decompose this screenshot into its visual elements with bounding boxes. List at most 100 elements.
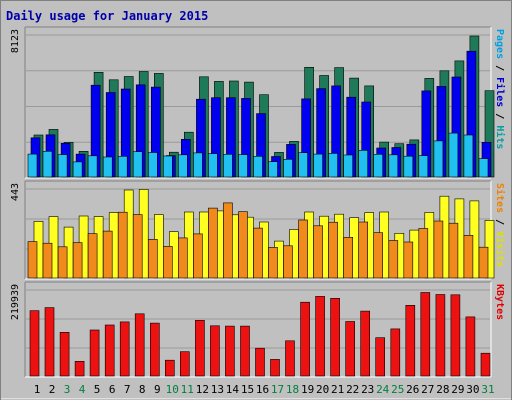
bar-pages-10 [163, 155, 173, 178]
legend-kbytes: KBytes [494, 284, 505, 320]
y-max-label: 443 [10, 183, 21, 201]
bar-kbytes-22 [345, 321, 356, 377]
bar-kbytes-15 [240, 325, 250, 377]
bar-pages-28 [433, 140, 444, 178]
bar-sites-29 [448, 222, 459, 279]
x-tick-label: 13 [211, 383, 224, 396]
panel-kbytes: 219939 KBytes [10, 281, 505, 378]
x-tick-label: 11 [181, 383, 194, 396]
bar-kbytes-30 [465, 316, 476, 377]
x-tick-label: 14 [226, 383, 240, 396]
chart-title: Daily usage for January 2015 [6, 9, 208, 23]
x-tick-label: 8 [139, 383, 146, 396]
panel-legend: KBytes [494, 284, 505, 320]
legend-separator: / [494, 59, 505, 77]
bar-sites-5 [87, 233, 98, 279]
x-tick-label: 31 [481, 383, 494, 396]
bar-sites-6 [102, 230, 113, 279]
bar-kbytes-13 [210, 325, 220, 377]
legend-pages: Pages [494, 29, 505, 59]
bar-pages-11 [178, 154, 188, 178]
bar-pages-14 [223, 154, 233, 178]
bar-kbytes-3 [59, 331, 70, 377]
bar-sites-16 [253, 227, 263, 279]
bar-kbytes-4 [74, 360, 85, 377]
bar-kbytes-10 [165, 359, 175, 377]
x-tick-label: 30 [466, 383, 479, 396]
legend-separator: / [494, 107, 505, 125]
bar-pages-23 [358, 150, 369, 178]
bar-kbytes-18 [285, 340, 295, 377]
bar-sites-9 [148, 239, 158, 279]
x-tick-label: 19 [301, 383, 314, 396]
bar-pages-3 [57, 154, 68, 178]
bar-sites-25 [388, 240, 399, 279]
x-tick-label: 12 [196, 383, 209, 396]
bar-kbytes-19 [300, 301, 310, 377]
bar-kbytes-21 [330, 297, 340, 377]
legend-hits: Hits [494, 125, 506, 149]
x-tick-label: 20 [316, 383, 329, 396]
bar-sites-21 [328, 221, 338, 279]
bar-kbytes-31 [480, 352, 491, 377]
x-tick-label: 18 [286, 383, 299, 396]
x-tick-label: 7 [124, 383, 131, 396]
bar-sites-18 [283, 245, 293, 279]
bar-pages-8 [132, 151, 143, 178]
bar-kbytes-26 [405, 304, 416, 377]
panel-legend: Pages / Files / Hits [494, 29, 506, 149]
panel-legend: Sites / Visits [494, 183, 506, 267]
x-tick-label: 29 [451, 383, 464, 396]
bar-sites-8 [132, 214, 143, 279]
x-tick-label: 9 [154, 383, 161, 396]
bar-kbytes-14 [225, 325, 235, 377]
bar-kbytes-7 [119, 321, 130, 377]
bar-pages-22 [343, 154, 354, 178]
bar-sites-11 [178, 237, 188, 279]
x-tick-label: 22 [346, 383, 359, 396]
bar-sites-3 [57, 246, 68, 279]
bar-kbytes-29 [450, 294, 461, 377]
bar-pages-21 [328, 153, 338, 178]
bar-pages-29 [448, 132, 459, 178]
bar-sites-12 [193, 233, 203, 279]
x-tick-label: 5 [94, 383, 101, 396]
x-tick-label: 2 [49, 383, 56, 396]
x-tick-label: 10 [166, 383, 179, 396]
x-tick-label: 28 [436, 383, 449, 396]
bar-pages-15 [238, 154, 248, 178]
bar-sites-20 [313, 225, 323, 279]
bar-pages-25 [388, 154, 399, 178]
bar-kbytes-9 [150, 322, 160, 377]
x-tick-label: 15 [241, 383, 254, 396]
bar-sites-13 [208, 207, 218, 279]
bar-kbytes-23 [360, 310, 371, 377]
bar-sites-2 [42, 242, 53, 279]
bar-pages-17 [268, 161, 278, 178]
panel-visits-sites: 443 Sites / Visits [10, 180, 506, 280]
bar-sites-27 [418, 228, 429, 279]
x-tick-label: 21 [331, 383, 344, 396]
x-tick-label: 23 [361, 383, 374, 396]
bar-kbytes-28 [435, 294, 446, 377]
bar-kbytes-27 [420, 292, 431, 377]
bar-pages-24 [373, 154, 384, 178]
bar-pages-4 [72, 161, 83, 178]
bar-sites-7 [117, 211, 128, 279]
bar-sites-14 [223, 202, 233, 279]
bar-pages-31 [478, 158, 489, 178]
x-tick-label: 16 [256, 383, 269, 396]
bar-sites-22 [343, 237, 354, 279]
bar-kbytes-5 [89, 329, 100, 377]
y-max-label: 8123 [10, 29, 21, 53]
bar-pages-12 [193, 152, 203, 178]
bar-pages-16 [253, 156, 263, 178]
bar-kbytes-11 [180, 351, 190, 377]
bar-pages-27 [418, 155, 429, 178]
x-tick-label: 24 [376, 383, 390, 396]
bar-pages-9 [148, 152, 158, 178]
legend-sites: Sites [494, 183, 506, 213]
bar-sites-1 [27, 241, 38, 279]
bar-kbytes-6 [104, 324, 115, 377]
